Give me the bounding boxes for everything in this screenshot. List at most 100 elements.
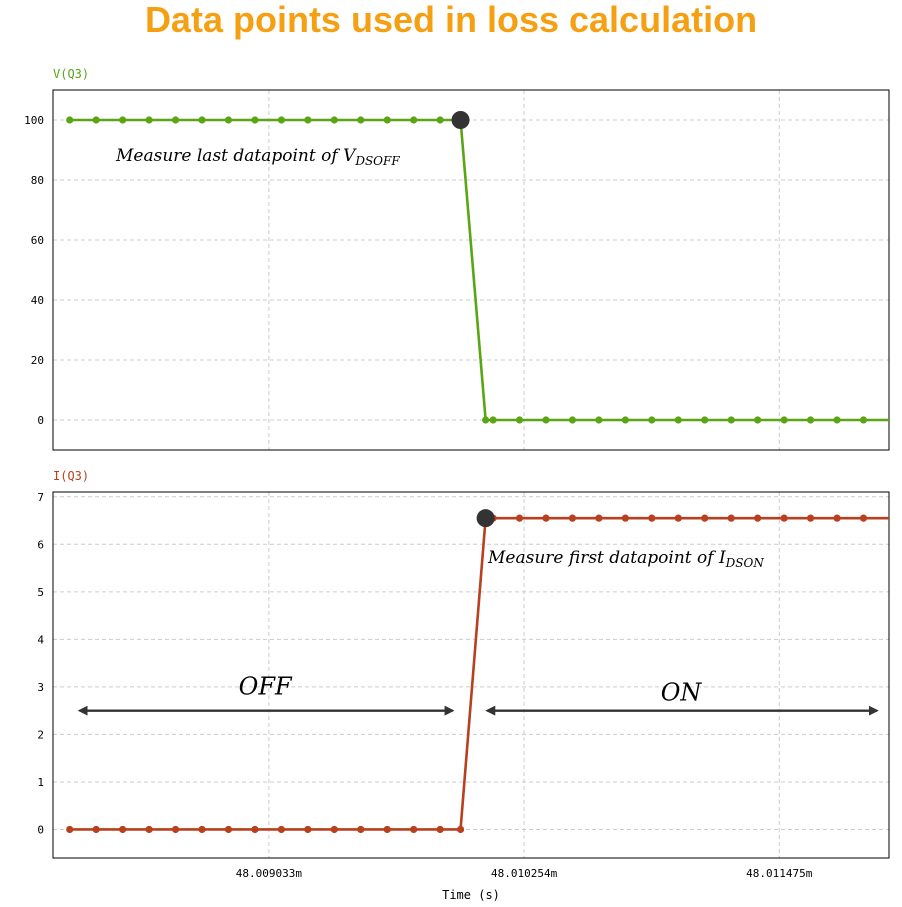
data-point [304, 116, 312, 124]
series-line [69, 516, 889, 831]
y-tick-label: 2 [37, 728, 44, 741]
data-point [727, 514, 735, 522]
data-point [251, 116, 259, 124]
data-point [145, 116, 153, 124]
data-point [198, 116, 206, 124]
x-tick-label: 48.011475m [746, 867, 813, 880]
data-point [780, 514, 788, 522]
y-tick-label: 6 [37, 538, 44, 551]
region-label: OFF [239, 673, 293, 701]
data-point [224, 825, 233, 834]
data-point [304, 825, 312, 834]
data-point [277, 825, 285, 834]
data-point [482, 416, 490, 424]
data-point [754, 514, 762, 522]
plot-frame [52, 491, 890, 859]
data-point [489, 416, 497, 424]
data-point [456, 825, 465, 834]
data-point [648, 416, 656, 424]
data-point [674, 514, 682, 522]
data-point [436, 116, 444, 124]
measure-point-marker [451, 111, 470, 129]
data-point [859, 514, 868, 522]
data-point [330, 825, 338, 834]
data-point [198, 825, 206, 834]
data-point [701, 416, 709, 424]
x-tick-label: 48.009033m [236, 867, 303, 880]
data-point [277, 116, 285, 124]
data-point [780, 416, 788, 424]
data-point [92, 825, 100, 834]
annotation-subscript: DSOFF [354, 154, 400, 168]
data-point [806, 416, 815, 424]
data-point [754, 416, 762, 424]
annotation-text: Measure first datapoint of [487, 548, 719, 568]
data-point [119, 825, 127, 834]
data-point [357, 825, 365, 834]
region-label: ON [661, 679, 703, 707]
y-tick-label: 5 [37, 586, 44, 599]
y-tick-label: 7 [37, 491, 44, 504]
y-tick-label: 1 [37, 776, 44, 789]
y-tick-label: 40 [31, 294, 44, 307]
measure-annotation: Measure last datapoint of VDSOFF [115, 146, 400, 168]
data-point [66, 825, 74, 834]
series-label: V(Q3) [53, 67, 89, 81]
data-point [595, 416, 603, 424]
data-point [224, 116, 233, 124]
data-point [171, 116, 180, 124]
data-point [833, 416, 841, 424]
data-point [515, 416, 524, 424]
data-point [621, 416, 629, 424]
data-point [568, 416, 577, 424]
plot-area [53, 492, 889, 858]
y-tick-label: 0 [37, 823, 44, 836]
data-point [383, 116, 391, 124]
voltage-panel: 0 20 40 60 80 100 V(Q3) Measure last datapoint … [24, 67, 890, 451]
data-point [542, 416, 550, 424]
data-point [145, 825, 153, 834]
data-point [648, 514, 656, 522]
y-tick-label: 80 [31, 174, 44, 187]
data-point [674, 416, 682, 424]
y-tick-label: 3 [37, 681, 44, 694]
data-point [410, 825, 418, 834]
plot-frame [52, 89, 890, 451]
plot-area [53, 90, 889, 450]
data-point [515, 514, 524, 522]
data-point [595, 514, 603, 522]
data-point [568, 514, 577, 522]
y-tick-label: 60 [31, 234, 44, 247]
y-tick-label: 4 [37, 633, 44, 646]
annotation-variable: I [718, 548, 726, 568]
series-label: I(Q3) [53, 469, 89, 483]
series-line [69, 118, 889, 422]
annotation-variable: V [343, 146, 357, 166]
data-point [357, 116, 365, 124]
data-point [727, 416, 735, 424]
annotation-subscript: DSON [725, 556, 765, 570]
x-tick-label: 48.010254m [491, 867, 558, 880]
data-point [859, 416, 868, 424]
data-point [701, 514, 709, 522]
data-point [171, 825, 180, 834]
x-axis-label: Time (s) [442, 888, 500, 902]
data-point [542, 514, 550, 522]
data-point [251, 825, 259, 834]
page-title: Data points used in loss calculation [144, 0, 758, 40]
data-point [436, 825, 444, 834]
data-point [330, 116, 338, 124]
measure-annotation: Measure first datapoint of IDSON [487, 548, 764, 570]
y-tick-label: 100 [24, 114, 44, 127]
data-point [92, 116, 100, 124]
data-point [806, 514, 815, 522]
y-tick-label: 0 [37, 414, 44, 427]
data-point [833, 514, 841, 522]
annotation-text: Measure last datapoint of [115, 146, 343, 166]
y-tick-label: 20 [31, 354, 44, 367]
data-point [119, 116, 127, 124]
data-point [410, 116, 418, 124]
data-point [383, 825, 391, 834]
measure-point-marker [476, 509, 495, 528]
data-point [66, 116, 74, 124]
